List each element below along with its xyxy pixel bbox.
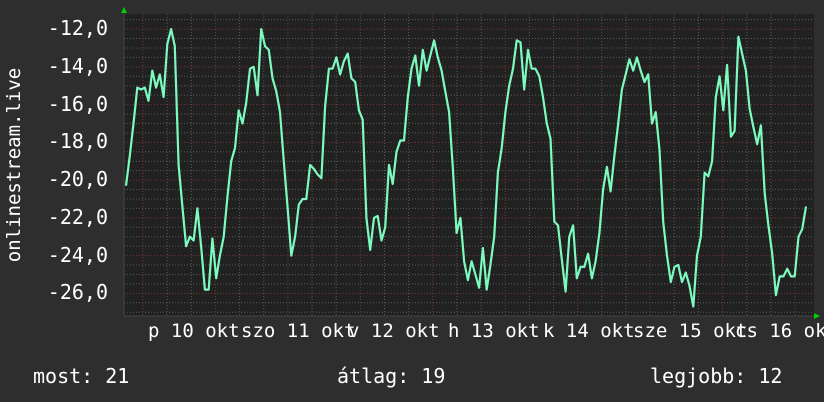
x-tick-label: v 12 okt <box>348 320 440 342</box>
y-tick-label: -20,0 <box>47 167 108 192</box>
x-axis-arrow-icon <box>814 313 820 319</box>
y-tick-label: -16,0 <box>47 91 108 116</box>
y-tick-label: -26,0 <box>47 280 108 305</box>
y-axis-title: onlinestream.live <box>3 67 25 263</box>
grid <box>124 14 814 316</box>
y-tick-label: -12,0 <box>47 16 108 41</box>
x-tick-label: h 13 okt <box>448 320 540 342</box>
x-tick-label: sze 15 okt <box>633 320 748 342</box>
x-tick-label: p 10 okt <box>148 320 240 342</box>
y-tick-label: -22,0 <box>47 204 108 229</box>
x-tick-label: k 14 okt <box>543 320 635 342</box>
y-tick-label: -24,0 <box>47 242 108 267</box>
max-value: legjobb: 12 <box>650 364 783 388</box>
plot-area <box>124 14 814 316</box>
x-tick-label: cs 16 okt <box>735 320 824 342</box>
y-tick-label: -18,0 <box>47 129 108 154</box>
current-value: most: 21 <box>33 364 130 388</box>
x-tick-label: szo 11 okt <box>241 320 356 342</box>
y-tick-label: -14,0 <box>47 53 108 78</box>
average-value: átlag: 19 <box>337 364 446 388</box>
series-line <box>124 28 808 308</box>
y-axis-arrow-icon <box>121 7 127 13</box>
